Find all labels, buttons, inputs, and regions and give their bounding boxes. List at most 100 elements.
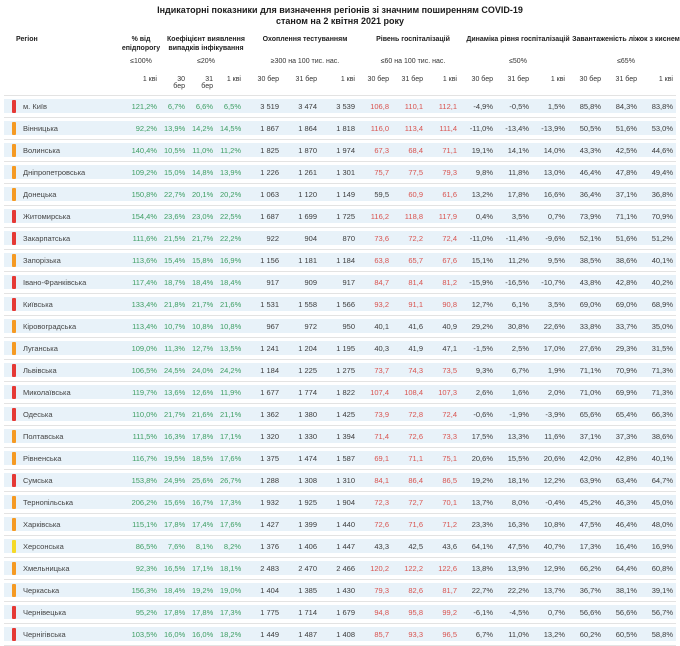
dyn-value: 13,2% bbox=[471, 189, 493, 199]
dyn-value: 0,7% bbox=[547, 607, 565, 617]
region-status-marker bbox=[12, 561, 16, 575]
table-row: Хмельницька 92,3% 16,5% 17,1% 18,1% 2 48… bbox=[4, 556, 676, 575]
header-dates: 1 кві 30 бер 31 бер 1 кві 30 бер 31 бер … bbox=[4, 76, 676, 90]
epid-value: 111,5% bbox=[132, 431, 157, 441]
hosp-value: 73,9 bbox=[374, 409, 389, 419]
coef-value: 17,8% bbox=[164, 519, 186, 529]
hosp-value: 122,2 bbox=[404, 563, 423, 573]
coef-value: 21,6% bbox=[192, 409, 214, 419]
dyn-value: 11,0% bbox=[508, 629, 529, 639]
date-label: 1 кві bbox=[340, 76, 355, 83]
load-value: 51,6% bbox=[615, 123, 637, 133]
coef-value: 7,6% bbox=[167, 541, 185, 551]
load-value: 45,0% bbox=[651, 497, 673, 507]
coef-value: 17,1% bbox=[220, 431, 242, 441]
epid-value: 92,3% bbox=[135, 563, 157, 573]
test-value: 1 864 bbox=[298, 123, 317, 133]
load-value: 69,0% bbox=[615, 299, 637, 309]
coef-value: 15,6% bbox=[164, 497, 186, 507]
hosp-value: 96,5 bbox=[442, 629, 457, 639]
load-value: 51,6% bbox=[615, 233, 637, 243]
coef-value: 16,0% bbox=[164, 629, 186, 639]
dyn-value: -1,9% bbox=[509, 409, 529, 419]
region-status-marker bbox=[12, 517, 16, 531]
test-value: 3 519 bbox=[260, 101, 279, 111]
col-header-region: Регіон bbox=[16, 36, 38, 43]
load-value: 47,8% bbox=[615, 167, 637, 177]
hosp-value: 69,1 bbox=[374, 453, 389, 463]
region-cell: Черкаська bbox=[4, 583, 118, 597]
region-cell: Кіровоградська bbox=[4, 319, 118, 333]
region-label: Волинська bbox=[23, 145, 60, 155]
table-row: Харківська 115,1% 17,8% 17,4% 17,6% 1 42… bbox=[4, 512, 676, 531]
load-value: 83,8% bbox=[651, 101, 673, 111]
region-label: Одеська bbox=[23, 409, 53, 419]
date-label: 1 кві bbox=[442, 76, 457, 83]
test-value: 1 181 bbox=[298, 255, 317, 265]
test-value: 1 226 bbox=[260, 167, 279, 177]
hosp-value: 107,4 bbox=[370, 387, 389, 397]
load-value: 60,8% bbox=[651, 563, 673, 573]
dyn-value: 10,8% bbox=[543, 519, 565, 529]
hosp-value: 72,6 bbox=[374, 519, 389, 529]
hosp-value: 70,1 bbox=[442, 497, 457, 507]
load-value: 71,0% bbox=[579, 387, 601, 397]
table-row: Київська 133,4% 21,8% 21,7% 21,6% 1 531 … bbox=[4, 292, 676, 311]
region-cell: м. Київ bbox=[4, 99, 118, 113]
test-value: 1 904 bbox=[336, 497, 355, 507]
date-label: 1 кві bbox=[550, 76, 565, 83]
coef-value: 17,1% bbox=[192, 563, 214, 573]
load-value: 40,1% bbox=[651, 255, 673, 265]
test-value: 1 320 bbox=[260, 431, 279, 441]
epid-value: 154,4% bbox=[131, 211, 157, 221]
coef-value: 15,8% bbox=[192, 255, 214, 265]
dyn-value: 18,1% bbox=[507, 475, 529, 485]
load-value: 42,5% bbox=[615, 145, 637, 155]
coef-value: 16,5% bbox=[164, 563, 186, 573]
load-value: 56,7% bbox=[651, 607, 673, 617]
hosp-value: 47,1 bbox=[442, 343, 457, 353]
dyn-value: 8,0% bbox=[511, 497, 529, 507]
hosp-value: 75,1 bbox=[442, 453, 457, 463]
threshold-load: ≤65% bbox=[617, 58, 635, 65]
region-status-marker bbox=[12, 495, 16, 509]
load-value: 35,0% bbox=[651, 321, 673, 331]
load-value: 68,9% bbox=[651, 299, 673, 309]
dyn-value: -1,5% bbox=[473, 343, 493, 353]
dyn-value: 20,6% bbox=[543, 453, 565, 463]
region-status-marker bbox=[12, 187, 16, 201]
test-value: 1 870 bbox=[298, 145, 317, 155]
region-cell: Одеська bbox=[4, 407, 118, 421]
hosp-value: 74,3 bbox=[408, 365, 423, 375]
region-status-marker bbox=[12, 539, 16, 553]
coef-value: 16,3% bbox=[164, 431, 186, 441]
hosp-value: 71,2 bbox=[442, 519, 457, 529]
coef-value: 22,7% bbox=[164, 189, 186, 199]
coef-value: 25,6% bbox=[192, 475, 214, 485]
epid-value: 113,6% bbox=[132, 255, 157, 265]
load-value: 66,2% bbox=[579, 563, 601, 573]
test-value: 972 bbox=[304, 321, 317, 331]
region-cell: Вінницька bbox=[4, 121, 118, 135]
test-value: 967 bbox=[266, 321, 279, 331]
test-value: 1 531 bbox=[260, 299, 279, 309]
hosp-value: 108,4 bbox=[404, 387, 423, 397]
hosp-value: 117,9 bbox=[438, 211, 457, 221]
test-value: 1 275 bbox=[336, 365, 355, 375]
coef-value: 21,1% bbox=[220, 409, 242, 419]
test-value: 1 449 bbox=[260, 629, 279, 639]
test-value: 1 775 bbox=[260, 607, 279, 617]
load-value: 37,1% bbox=[579, 431, 601, 441]
dyn-value: 9,8% bbox=[475, 167, 493, 177]
load-value: 69,0% bbox=[579, 299, 601, 309]
test-value: 1 725 bbox=[336, 211, 355, 221]
test-value: 1 699 bbox=[298, 211, 317, 221]
dyn-value: -11,4% bbox=[505, 233, 529, 243]
epid-value: 117,4% bbox=[132, 277, 157, 287]
load-value: 38,6% bbox=[651, 431, 673, 441]
epid-value: 156,3% bbox=[131, 585, 157, 595]
test-value: 909 bbox=[304, 277, 317, 287]
coef-value: 21,7% bbox=[192, 233, 214, 243]
region-status-marker bbox=[12, 143, 16, 157]
col-header-hosp: Рівень госпіталізацій bbox=[376, 36, 450, 43]
